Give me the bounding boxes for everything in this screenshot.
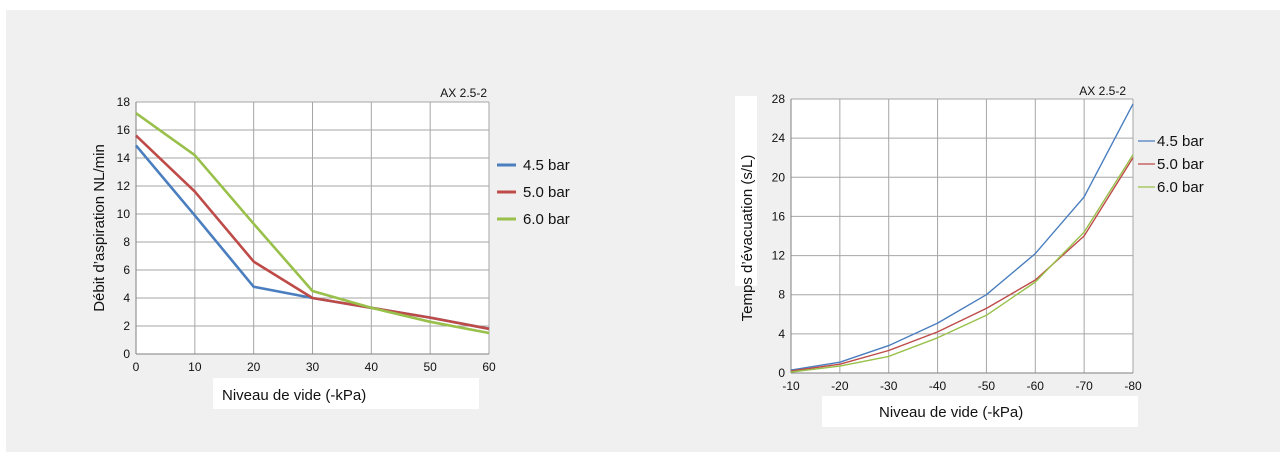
- chart-title: AX 2.5-2: [1079, 84, 1126, 98]
- y-tick-label: 8: [778, 288, 785, 302]
- y-tick-label: 2: [123, 319, 130, 333]
- series-line-6-0-bar: [790, 154, 1134, 373]
- x-tick-label: 10: [188, 360, 202, 374]
- chart-left: 0 2 4 6 8 10 12 14 16 18 0 10 20 30 40 50 60 AX 2.5-2 Nive…: [91, 86, 570, 409]
- y-tick-label: 0: [123, 347, 130, 361]
- y-tick-label: 18: [117, 95, 131, 109]
- x-tick-label: -70: [1075, 379, 1093, 393]
- x-tick-label: 40: [365, 360, 379, 374]
- x-axis-label: Niveau de vide (-kPa): [879, 404, 1023, 421]
- x-tick-label: 30: [306, 360, 320, 374]
- y-tick-label: 10: [117, 207, 131, 221]
- y-tick-label: 8: [123, 235, 130, 249]
- y-tick-label: 12: [117, 179, 131, 193]
- y-tick-label: 12: [772, 249, 786, 263]
- y-tick-label: 24: [772, 131, 786, 145]
- x-tick-label: -20: [831, 379, 849, 393]
- x-tick-label: 50: [423, 360, 437, 374]
- legend-entry: 4.5 bar: [523, 157, 570, 174]
- y-tick-label: 20: [772, 170, 786, 184]
- y-tick-label: 28: [772, 92, 786, 106]
- y-tick-label: 16: [117, 123, 131, 137]
- legend-entry: 4.5 bar: [1157, 133, 1204, 150]
- x-axis-label-box: [213, 378, 479, 409]
- legend-entry: 6.0 bar: [1157, 179, 1204, 196]
- y-tick-label: 16: [772, 209, 786, 223]
- x-tick-label: -50: [978, 379, 996, 393]
- x-tick-label: 0: [133, 360, 140, 374]
- y-tick-label: 4: [778, 327, 785, 341]
- y-tick-label: 6: [123, 263, 130, 277]
- series-line-6-0-bar: [135, 112, 490, 335]
- chart-right: 0 4 8 12 16 20 24 28 -10 -20 -30 -40 -50 -60 -70 -80 AX …: [735, 84, 1204, 427]
- series-line-5-0-bar: [790, 157, 1134, 372]
- plot-area-right: [791, 99, 1133, 373]
- legend-entry: 5.0 bar: [523, 184, 570, 201]
- y-tick-label: 4: [123, 291, 130, 305]
- x-axis-label: Niveau de vide (-kPa): [222, 387, 366, 404]
- x-tick-label: -10: [782, 379, 800, 393]
- x-tick-label: 20: [247, 360, 261, 374]
- x-tick-label: -40: [929, 379, 947, 393]
- y-axis-label-box: [735, 96, 757, 286]
- y-tick-label: 0: [778, 366, 785, 380]
- x-tick-label: -30: [880, 379, 898, 393]
- x-axis-label-box: [822, 396, 1138, 427]
- y-tick-label: 14: [117, 151, 131, 165]
- x-tick-label: -80: [1124, 379, 1142, 393]
- series-line-4-5-bar: [790, 103, 1134, 371]
- legend-entry: 6.0 bar: [523, 211, 570, 228]
- series-line-5-0-bar: [135, 134, 490, 331]
- chart-title: AX 2.5-2: [440, 86, 487, 100]
- legend-entry: 5.0 bar: [1157, 156, 1204, 173]
- y-axis-label: Temps d’évacuation (s/L): [739, 155, 756, 322]
- x-tick-label: -60: [1027, 379, 1045, 393]
- y-axis-label: Débit d’aspiration NL/min: [91, 144, 108, 312]
- x-tick-label: 60: [482, 360, 496, 374]
